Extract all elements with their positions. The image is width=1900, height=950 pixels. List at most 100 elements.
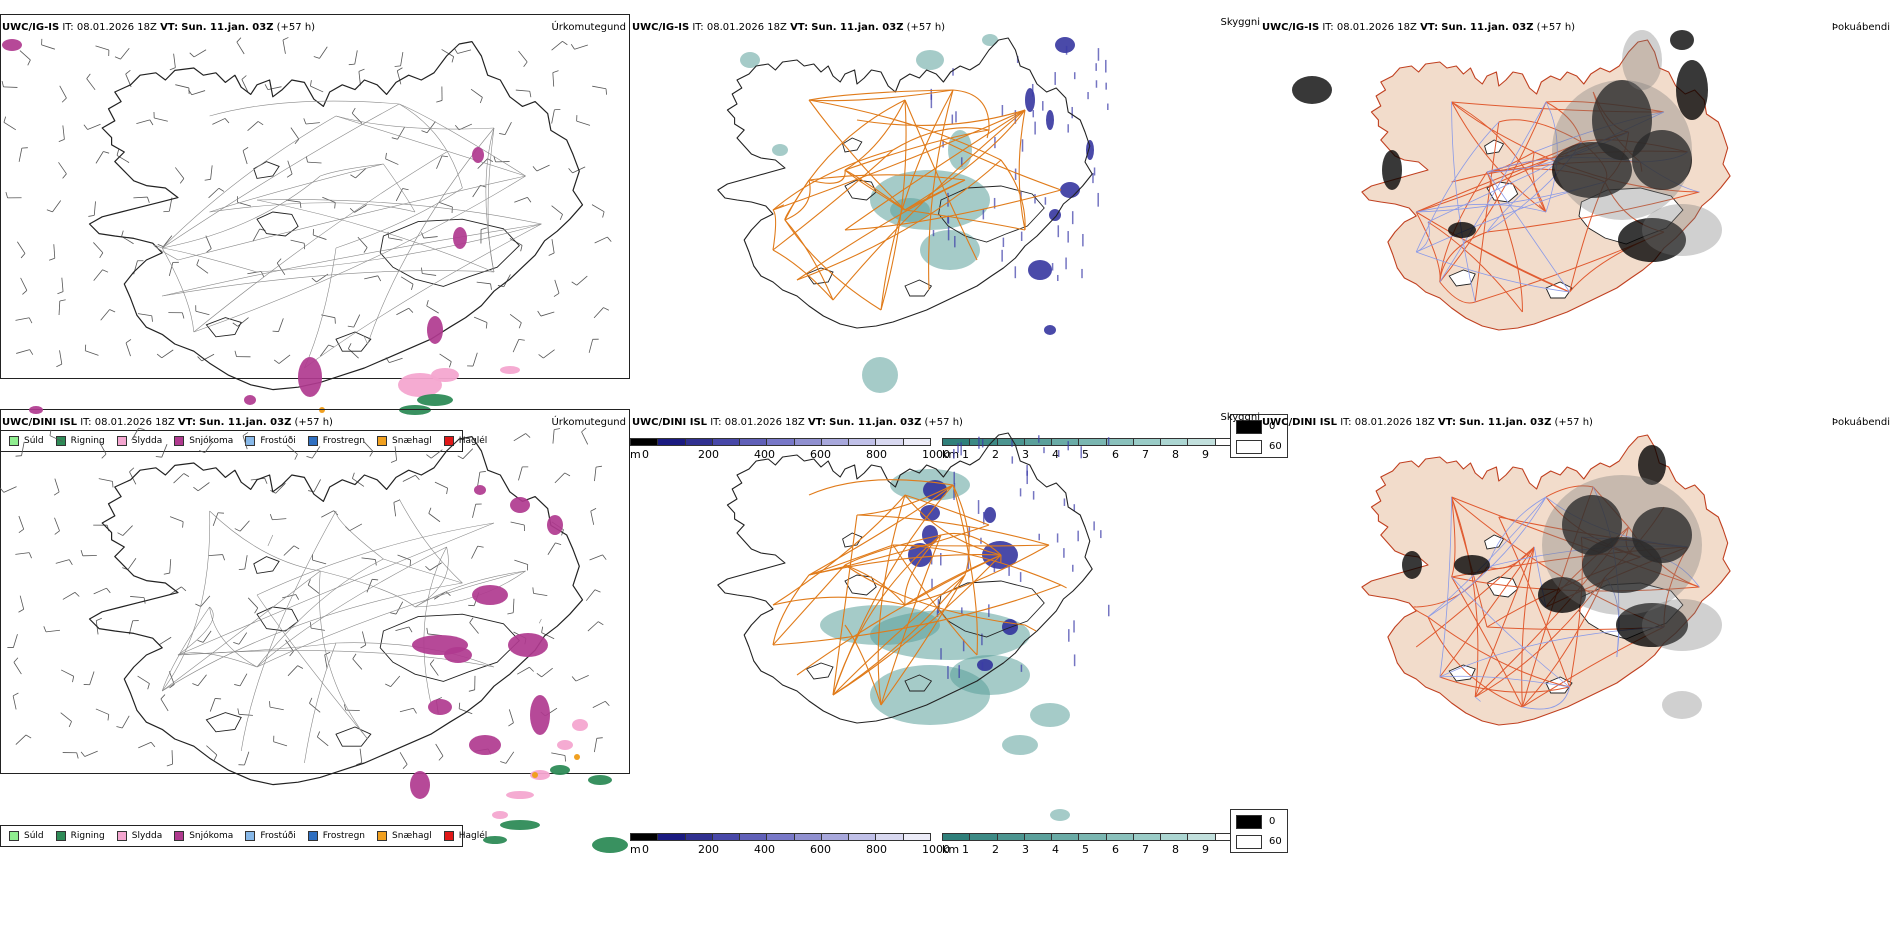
ceiling-speck (960, 442, 962, 456)
wind-barb-flag (328, 344, 335, 348)
snow-area (472, 585, 508, 605)
wind-barb-flag (468, 689, 475, 692)
road-line (772, 564, 846, 646)
wind-barb (197, 674, 207, 686)
wind-barb-flag (508, 722, 514, 727)
wind-barb (138, 741, 152, 749)
wind-barb-flag (428, 507, 432, 514)
wind-barb (236, 41, 245, 55)
wind-barb (206, 745, 218, 756)
wind-barb (402, 474, 416, 482)
legend-swatch (307, 436, 318, 446)
ceiling-speck (1043, 447, 1045, 454)
road-line (161, 115, 337, 249)
legend-item: Haglél (443, 436, 487, 446)
legend-swatch (9, 436, 19, 446)
ceiling-tick: 400 (754, 448, 775, 461)
wind-barb-flag (426, 454, 432, 459)
wind-barb (286, 199, 301, 203)
road-line (539, 618, 542, 624)
legend-item: Frostregn (307, 436, 366, 446)
wind-barb (426, 305, 439, 314)
road-line (335, 187, 463, 249)
wind-barb (400, 52, 404, 66)
wind-barb-flag (233, 641, 240, 645)
wind-barb (62, 125, 65, 140)
vt-value: Sun. 11.jan. 03Z (1459, 417, 1552, 428)
wind-barb (59, 350, 63, 365)
wind-barb-flag (242, 147, 249, 151)
precip-areas (29, 406, 628, 853)
panel-header: UWC/DINI ISL IT: 08.01.2026 18Z VT: Sun.… (632, 417, 963, 429)
road-line (844, 534, 942, 566)
wind-barb-flag (480, 184, 487, 188)
ceiling-speck (981, 439, 984, 448)
road-line (335, 115, 526, 177)
wind-barb-flag (581, 427, 587, 433)
wind-barb-flag (449, 361, 452, 368)
wind-barb-flag (29, 349, 34, 355)
ceiling-speck (1073, 654, 1076, 667)
ceiling-speck (940, 553, 942, 566)
legend-swatch (174, 436, 185, 446)
road-line (1439, 231, 1488, 283)
visibility-value-label: 486 (1050, 761, 1069, 771)
wind-barb-flag (595, 465, 602, 468)
wind-barb (390, 675, 401, 687)
ceiling-speck (1063, 548, 1065, 558)
wind-barb (588, 339, 594, 353)
legend-item: Súld (9, 831, 44, 841)
snow-area (547, 515, 563, 535)
wind-barb-flag (409, 559, 412, 567)
panel-header: UWC/DINI ISL IT: 08.01.2026 18Z VT: Sun.… (2, 417, 333, 429)
rain-area (550, 765, 570, 775)
road-line (832, 554, 1002, 696)
wind-barb (128, 620, 134, 635)
legend-label: Slydda (131, 436, 163, 446)
fog-legend-label: 0 (1269, 816, 1276, 827)
wind-barb-flag (150, 741, 156, 748)
wind-barb-flag (350, 174, 356, 179)
road-line (880, 89, 954, 311)
wind-barb-flag (309, 622, 312, 629)
ceiling-speck (1021, 139, 1024, 152)
fog-legend-swatch (1236, 815, 1262, 829)
fog-shading (1292, 30, 1722, 262)
wind-barb-flag (518, 338, 525, 341)
wind-barb (20, 277, 28, 291)
road-line (256, 558, 384, 668)
wind-barb-flag (149, 119, 154, 126)
wind-barb-flag (61, 97, 67, 103)
wind-barb-flag (106, 587, 111, 594)
wind-barb (95, 45, 109, 51)
snow-area (2, 39, 22, 51)
wind-barb (238, 713, 253, 716)
ceiling-speck (955, 111, 957, 123)
fog-legend-swatch (1236, 440, 1262, 454)
ceiling-speck (1067, 231, 1069, 243)
wind-barb (459, 708, 473, 715)
ceiling-speck (1014, 168, 1017, 180)
ceiling-speck (1020, 231, 1023, 241)
road-line (1415, 211, 1570, 293)
fog-legend: 0 60 (1230, 809, 1288, 853)
wind-barb-flag (264, 478, 268, 484)
wind-barb-flag (538, 354, 544, 359)
colorbar-segment (969, 833, 998, 841)
wind-barb (93, 242, 104, 254)
snow-area (508, 633, 548, 657)
wind-barb (439, 353, 452, 362)
wind-barb (15, 317, 30, 321)
wind-barb (594, 236, 608, 244)
road-line (267, 534, 274, 547)
road-line (256, 199, 495, 273)
fog-dense-area (1632, 130, 1692, 190)
road-line (772, 149, 894, 251)
visibility-value-label: 15 (1120, 693, 1133, 703)
legend-label: Frostregn (322, 831, 366, 841)
lead-time: (+57 h) (294, 417, 333, 428)
wind-barb-flag (151, 315, 153, 322)
wind-barb-flag (529, 666, 534, 672)
wind-barb-flag (596, 737, 603, 739)
legend-label: Frostregn (322, 436, 366, 446)
